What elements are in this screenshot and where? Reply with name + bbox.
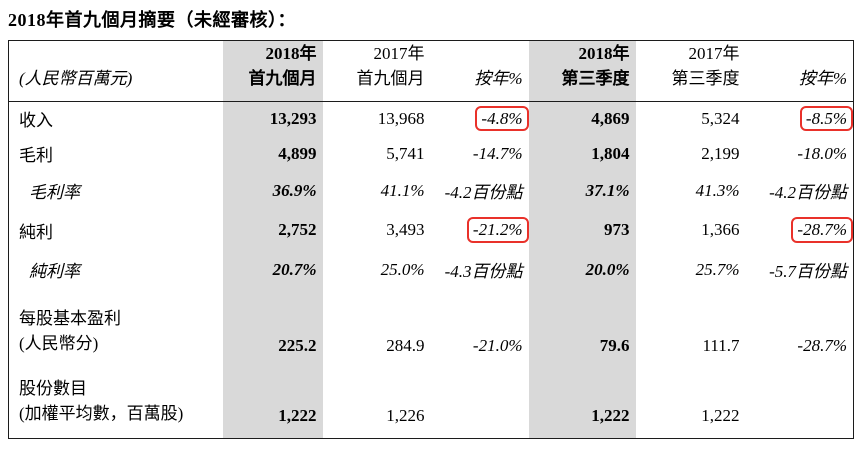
financial-summary-table: (人民幣百萬元) 2018年 首九個月 2017年 首九個月 按年% 2018年… xyxy=(8,40,854,439)
row-label: 股份數目 (加權平均數，百萬股) xyxy=(9,368,223,439)
cell-2017-9m: 13,968 xyxy=(377,108,425,128)
row-label-line2: (加權平均數，百萬股) xyxy=(19,404,184,423)
row-label: 收入 xyxy=(19,111,53,131)
col-header-line1: 2018年 xyxy=(265,44,317,63)
row-label: 純利率 xyxy=(29,262,80,281)
red-annotation-box: -8.5% xyxy=(799,106,853,132)
col-header-line2: 首九個月 xyxy=(248,69,317,88)
cell-2018-9m: 4,899 xyxy=(278,143,317,163)
cell-yoy-left: -21.0% xyxy=(472,335,523,355)
col-header-line1: 2018年 xyxy=(578,44,630,63)
col-header-line1: 2017年 xyxy=(688,44,740,63)
cell-2018-q3: 20.0% xyxy=(585,259,630,279)
cell-2018-9m: 1,222 xyxy=(278,406,317,425)
row-net-profit: 純利 2,752 3,493 -21.2% 973 1,366 -28.7% xyxy=(9,210,854,251)
cell-2017-9m: 25.0% xyxy=(380,259,425,279)
cell-2017-q3: 1,222 xyxy=(701,406,740,425)
cell-2017-q3: 111.7 xyxy=(702,335,740,355)
cell-2018-9m: 225.2 xyxy=(278,335,317,355)
cell-yoy-right: -28.7% xyxy=(746,210,854,251)
cell-yoy-left: -21.2% xyxy=(431,210,529,251)
cell-2018-q3: 973 xyxy=(604,220,630,239)
cell-yoy-right: -5.7百份點 xyxy=(769,262,847,281)
cell-2018-9m: 2,752 xyxy=(278,220,317,239)
cell-yoy-left: -4.2百份點 xyxy=(444,183,523,202)
cell-2017-q3: 41.3% xyxy=(695,180,740,200)
row-net-margin: 純利率 20.7% 25.0% -4.3百份點 20.0% 25.7% -5.7… xyxy=(9,251,854,289)
cell-yoy-left xyxy=(431,368,529,439)
col-header-yoy-left: 按年% xyxy=(430,40,529,102)
row-label: 毛利率 xyxy=(29,183,80,202)
row-label: 每股基本盈利 (人民幣分) xyxy=(9,289,223,368)
red-annotation-box: -4.8% xyxy=(475,106,529,132)
col-header-2017-q3: 2017年 第三季度 xyxy=(635,40,746,102)
cell-2017-9m: 41.1% xyxy=(380,180,425,200)
cell-2018-9m: 13,293 xyxy=(269,108,317,128)
cell-yoy-right xyxy=(746,368,854,439)
cell-2018-q3: 4,869 xyxy=(591,108,630,128)
cell-yoy-right: -8.5% xyxy=(746,102,854,136)
row-basic-eps: 每股基本盈利 (人民幣分) 225.2 284.9 -21.0% 79.6 11… xyxy=(9,289,854,368)
unit-label-cell: (人民幣百萬元) xyxy=(8,40,223,102)
cell-yoy-left: -14.7% xyxy=(472,143,523,163)
col-header-line2: 第三季度 xyxy=(561,69,630,88)
cell-yoy-right: -28.7% xyxy=(797,335,847,355)
row-revenue: 收入 13,293 13,968 -4.8% 4,869 5,324 -8.5% xyxy=(9,102,854,136)
row-label-line1: 每股基本盈利 xyxy=(19,308,121,328)
cell-2017-9m: 284.9 xyxy=(386,335,425,355)
cell-yoy-left: -4.8% xyxy=(431,102,529,136)
row-share-count: 股份數目 (加權平均數，百萬股) 1,222 1,226 1,222 1,222 xyxy=(9,368,854,439)
col-header-line1: 2017年 xyxy=(373,44,425,63)
cell-2017-q3: 25.7% xyxy=(695,259,740,279)
col-header-2018-9m: 2018年 首九個月 xyxy=(222,40,323,102)
cell-2018-q3: 79.6 xyxy=(599,335,630,355)
cell-2018-q3: 37.1% xyxy=(585,180,630,200)
cell-2017-q3: 2,199 xyxy=(701,143,740,163)
row-gross-margin: 毛利率 36.9% 41.1% -4.2百份點 37.1% 41.3% -4.2… xyxy=(9,172,854,210)
cell-yoy-left: -4.3百份點 xyxy=(444,262,523,281)
page-title: 2018年首九個月摘要（未經審核）： xyxy=(8,10,296,30)
unit-label: (人民幣百萬元) xyxy=(19,69,133,88)
row-label: 純利 xyxy=(19,222,53,242)
row-label-line2: (人民幣分) xyxy=(19,333,99,353)
header-row: (人民幣百萬元) 2018年 首九個月 2017年 首九個月 按年% 2018年… xyxy=(8,40,854,102)
red-annotation-box: -28.7% xyxy=(791,217,853,243)
col-header-2017-9m: 2017年 首九個月 xyxy=(322,40,431,102)
cell-yoy-right: -18.0% xyxy=(797,143,847,163)
cell-2018-q3: 1,804 xyxy=(591,143,630,163)
row-gross-profit: 毛利 4,899 5,741 -14.7% 1,804 2,199 -18.0% xyxy=(9,136,854,172)
cell-2017-q3: 5,324 xyxy=(701,108,740,128)
cell-2017-9m: 5,741 xyxy=(386,143,425,163)
col-header-2018-q3: 2018年 第三季度 xyxy=(528,40,636,102)
cell-2018-q3: 1,222 xyxy=(591,406,630,425)
col-header-yoy-right: 按年% xyxy=(745,40,854,102)
cell-yoy-right: -4.2百份點 xyxy=(769,183,847,202)
row-label-line1: 股份數目 xyxy=(19,379,87,398)
col-header-line2: 首九個月 xyxy=(356,69,425,88)
red-annotation-box: -21.2% xyxy=(466,217,529,243)
cell-2018-9m: 36.9% xyxy=(272,180,317,200)
cell-2017-9m: 1,226 xyxy=(386,406,425,425)
col-header-line2: 第三季度 xyxy=(671,69,740,88)
row-label: 毛利 xyxy=(19,146,53,165)
cell-2018-9m: 20.7% xyxy=(272,259,317,279)
cell-2017-9m: 3,493 xyxy=(386,220,425,239)
cell-2017-q3: 1,366 xyxy=(701,220,740,239)
